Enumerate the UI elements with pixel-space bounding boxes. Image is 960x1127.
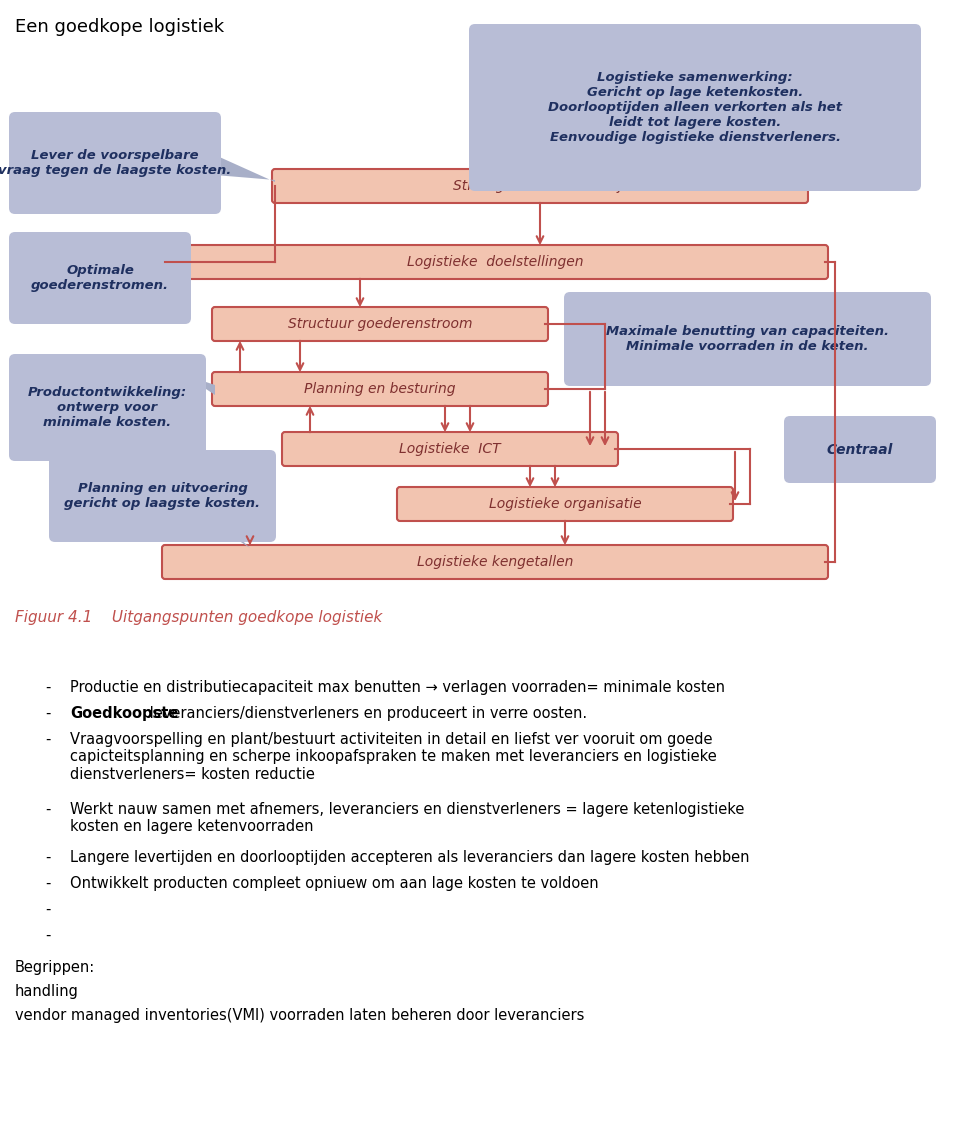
FancyBboxPatch shape [212, 307, 548, 341]
Text: Logistieke  doelstellingen: Logistieke doelstellingen [407, 255, 584, 269]
Text: Planning en besturing: Planning en besturing [304, 382, 456, 396]
Polygon shape [215, 156, 275, 181]
Text: -: - [45, 850, 50, 866]
FancyBboxPatch shape [469, 24, 921, 190]
Text: Logistieke kengetallen: Logistieke kengetallen [417, 554, 573, 569]
FancyBboxPatch shape [9, 112, 221, 214]
Text: Werkt nauw samen met afnemers, leveranciers en dienstverleners = lagere ketenlog: Werkt nauw samen met afnemers, leveranci… [70, 802, 744, 834]
FancyBboxPatch shape [564, 292, 931, 387]
Text: -: - [45, 902, 50, 917]
Polygon shape [185, 375, 215, 394]
Text: Logistieke  ICT: Logistieke ICT [399, 442, 501, 456]
FancyBboxPatch shape [282, 432, 618, 465]
Text: Figuur 4.1    Uitgangspunten goedkope logistiek: Figuur 4.1 Uitgangspunten goedkope logis… [15, 610, 382, 625]
Text: handling: handling [15, 984, 79, 999]
FancyBboxPatch shape [49, 450, 276, 542]
FancyBboxPatch shape [397, 487, 733, 521]
Text: Productontwikkeling:
ontwerp voor
minimale kosten.: Productontwikkeling: ontwerp voor minima… [28, 387, 187, 429]
Text: Structuur goederenstroom: Structuur goederenstroom [288, 317, 472, 331]
Text: Productie en distributiecapaciteit max benutten → verlagen voorraden= minimale k: Productie en distributiecapaciteit max b… [70, 680, 725, 695]
Text: -: - [45, 928, 50, 943]
Text: -: - [45, 876, 50, 891]
Polygon shape [175, 248, 185, 261]
Text: Vraagvoorspelling en plant/bestuurt activiteiten in detail en liefst ver vooruit: Vraagvoorspelling en plant/bestuurt acti… [70, 733, 717, 782]
FancyBboxPatch shape [162, 245, 828, 279]
Text: Lever de voorspelbare
vraag tegen de laagste kosten.: Lever de voorspelbare vraag tegen de laa… [0, 149, 231, 177]
Text: Strategie  van het bedrijf: Strategie van het bedrijf [453, 179, 627, 193]
Text: Een goedkope logistiek: Een goedkope logistiek [15, 18, 224, 36]
FancyBboxPatch shape [9, 232, 191, 323]
Text: Ontwikkelt producten compleet opniuew om aan lage kosten te voldoen: Ontwikkelt producten compleet opniuew om… [70, 876, 599, 891]
Text: Begrippen:: Begrippen: [15, 960, 95, 975]
FancyBboxPatch shape [212, 372, 548, 406]
Text: -: - [45, 733, 50, 747]
Text: Optimale
goederenstromen.: Optimale goederenstromen. [31, 264, 169, 292]
Text: Planning en uitvoering
gericht op laagste kosten.: Planning en uitvoering gericht op laagst… [64, 482, 260, 511]
Text: -: - [45, 706, 50, 721]
FancyBboxPatch shape [784, 416, 936, 483]
Text: vendor managed inventories(VMI) voorraden laten beheren door leveranciers: vendor managed inventories(VMI) voorrade… [15, 1008, 585, 1023]
Text: Centraal: Centraal [827, 443, 893, 456]
Text: -: - [45, 680, 50, 695]
FancyBboxPatch shape [272, 169, 808, 203]
Text: Logistieke organisatie: Logistieke organisatie [489, 497, 641, 511]
Text: Maximale benutting van capaciteiten.
Minimale voorraden in de keten.: Maximale benutting van capaciteiten. Min… [606, 325, 889, 353]
Polygon shape [200, 500, 250, 548]
FancyBboxPatch shape [162, 545, 828, 579]
FancyBboxPatch shape [9, 354, 206, 461]
Text: leveranciers/dienstverleners en produceert in verre oosten.: leveranciers/dienstverleners en producee… [145, 706, 587, 721]
Text: Langere levertijden en doorlooptijden accepteren als leveranciers dan lagere kos: Langere levertijden en doorlooptijden ac… [70, 850, 750, 866]
Text: Goedkoopste: Goedkoopste [70, 706, 179, 721]
Text: -: - [45, 802, 50, 817]
Text: Logistieke samenwerking:
Gericht op lage ketenkosten.
Doorlooptijden alleen verk: Logistieke samenwerking: Gericht op lage… [548, 71, 842, 144]
